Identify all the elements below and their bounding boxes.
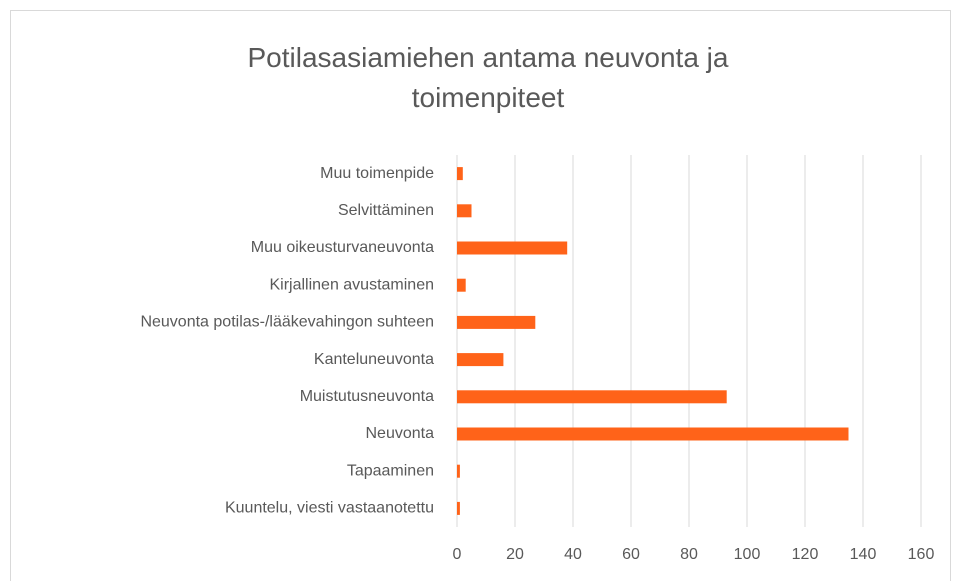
y-tick-label: Selvittäminen — [338, 202, 434, 219]
y-tick-label: Tapaaminen — [347, 462, 434, 479]
chart-border — [10, 10, 951, 581]
x-tick-label: 140 — [850, 546, 877, 563]
x-tick-label: 100 — [734, 546, 761, 563]
y-tick-label: Kanteluneuvonta — [314, 351, 434, 368]
x-tick-label: 40 — [564, 546, 582, 563]
x-tick-label: 80 — [680, 546, 698, 563]
y-tick-label: Muistutusneuvonta — [300, 388, 434, 405]
bar — [457, 278, 466, 292]
y-tick-label: Neuvonta potilas-/lääkevahingon suhteen — [140, 314, 434, 331]
bar — [457, 167, 463, 181]
bar — [457, 390, 727, 404]
x-tick-label: 0 — [453, 546, 462, 563]
y-tick-label: Kirjallinen avustaminen — [269, 276, 434, 293]
x-tick-label: 60 — [622, 546, 640, 563]
bar — [457, 501, 460, 515]
bar — [457, 464, 460, 478]
bar — [457, 353, 504, 367]
bar — [457, 315, 536, 329]
bar — [457, 204, 472, 218]
y-tick-label: Neuvonta — [366, 425, 435, 442]
x-tick-label: 120 — [792, 546, 819, 563]
y-tick-label: Muu oikeusturvaneuvonta — [251, 239, 434, 256]
bar — [457, 241, 568, 255]
bar — [457, 427, 849, 441]
x-tick-label: 20 — [506, 546, 524, 563]
x-tick-label: 160 — [908, 546, 935, 563]
chart-title: Potilasasiamiehen antama neuvonta ja toi… — [247, 42, 729, 113]
y-tick-label: Muu toimenpide — [320, 165, 434, 182]
y-tick-label: Kuuntelu, viesti vastaanotettu — [225, 500, 434, 517]
